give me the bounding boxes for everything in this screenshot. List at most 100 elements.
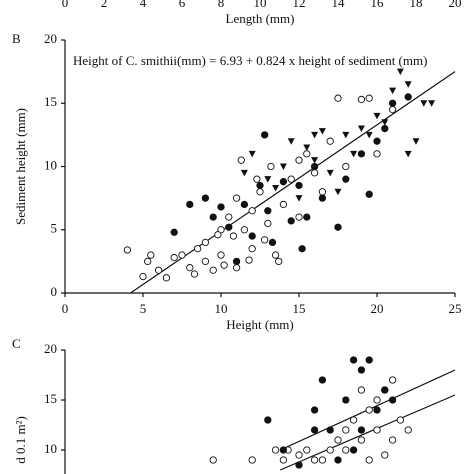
point: [318, 188, 327, 196]
point: [318, 194, 327, 202]
point: [349, 416, 358, 424]
point: [357, 95, 366, 104]
point: [357, 125, 365, 133]
point: [381, 119, 389, 126]
point: [349, 356, 358, 364]
point: [279, 163, 287, 170]
point: [342, 131, 350, 139]
point: [147, 251, 155, 259]
point: [342, 175, 350, 183]
point: [334, 188, 342, 196]
point: [248, 150, 256, 158]
point: [186, 200, 194, 209]
x-tick-label: 6: [179, 0, 186, 10]
point: [295, 461, 303, 469]
x-tick-label: 25: [449, 301, 462, 316]
y-tick-label: 10: [44, 157, 57, 172]
x-tick-label: 14: [332, 0, 346, 10]
point: [420, 100, 428, 107]
point: [268, 238, 277, 247]
x-tick-label: 12: [293, 0, 306, 10]
point: [271, 251, 280, 259]
x-tick-label: 2: [101, 0, 108, 10]
y-tick-label: 15: [44, 94, 57, 109]
point: [365, 94, 373, 102]
point: [229, 232, 238, 240]
point: [334, 94, 342, 102]
x-tick-label: 20: [449, 0, 462, 10]
point: [404, 81, 412, 88]
point: [404, 426, 412, 434]
point: [162, 274, 171, 282]
point: [209, 456, 217, 464]
point: [240, 226, 249, 234]
x-axis-label: Length (mm): [226, 11, 295, 26]
y-tick-label: 20: [44, 341, 57, 356]
point: [326, 137, 334, 145]
point: [326, 169, 334, 177]
point: [388, 396, 397, 404]
point: [144, 257, 152, 266]
point: [373, 137, 381, 145]
point: [279, 456, 288, 464]
point: [303, 144, 311, 152]
point: [267, 162, 275, 171]
point: [261, 236, 269, 244]
point: [303, 150, 311, 158]
point: [404, 93, 412, 101]
point: [264, 219, 272, 228]
point: [412, 138, 420, 145]
point: [220, 261, 228, 269]
point: [209, 266, 217, 274]
axes: [64, 40, 455, 294]
point: [264, 207, 272, 215]
point: [326, 446, 334, 454]
point: [279, 446, 288, 454]
point: [311, 157, 319, 164]
point: [381, 124, 389, 133]
point: [248, 245, 256, 253]
point: [389, 87, 397, 95]
x-tick-label: 8: [218, 0, 225, 10]
x-tick-label: 10: [215, 301, 228, 316]
x-tick-label: 0: [62, 301, 69, 316]
y-tick-label: 0: [51, 284, 58, 299]
point: [170, 253, 178, 262]
point: [365, 406, 373, 414]
point: [201, 194, 210, 202]
point: [298, 245, 306, 253]
x-tick-label: 16: [371, 0, 385, 10]
x-tick-label: 5: [140, 301, 147, 316]
y-axis-label: d 0.1 m²): [13, 416, 28, 464]
point: [310, 456, 319, 464]
point: [256, 181, 264, 190]
point: [365, 131, 373, 139]
point: [373, 396, 381, 404]
point: [201, 257, 210, 266]
x-tick-label: 18: [410, 0, 423, 10]
point: [303, 446, 311, 454]
y-tick-label: 10: [44, 441, 57, 456]
point: [295, 156, 303, 164]
point: [295, 451, 303, 459]
point: [279, 200, 288, 209]
point: [334, 223, 342, 231]
point: [342, 162, 350, 171]
x-tick-label: 15: [293, 301, 306, 316]
x-tick-label: 4: [140, 0, 147, 10]
point: [264, 416, 272, 424]
point: [357, 426, 366, 434]
point: [170, 228, 178, 236]
point: [186, 264, 194, 272]
point: [396, 68, 404, 76]
point: [287, 138, 295, 145]
point: [388, 99, 397, 107]
point: [295, 213, 303, 221]
point: [381, 386, 389, 394]
x-tick-label: 20: [371, 301, 384, 316]
y-tick-label: 15: [44, 391, 57, 406]
point: [342, 396, 350, 404]
point: [225, 223, 233, 231]
y-axis-label: Sediment height (mm): [13, 108, 28, 225]
point: [310, 162, 319, 171]
